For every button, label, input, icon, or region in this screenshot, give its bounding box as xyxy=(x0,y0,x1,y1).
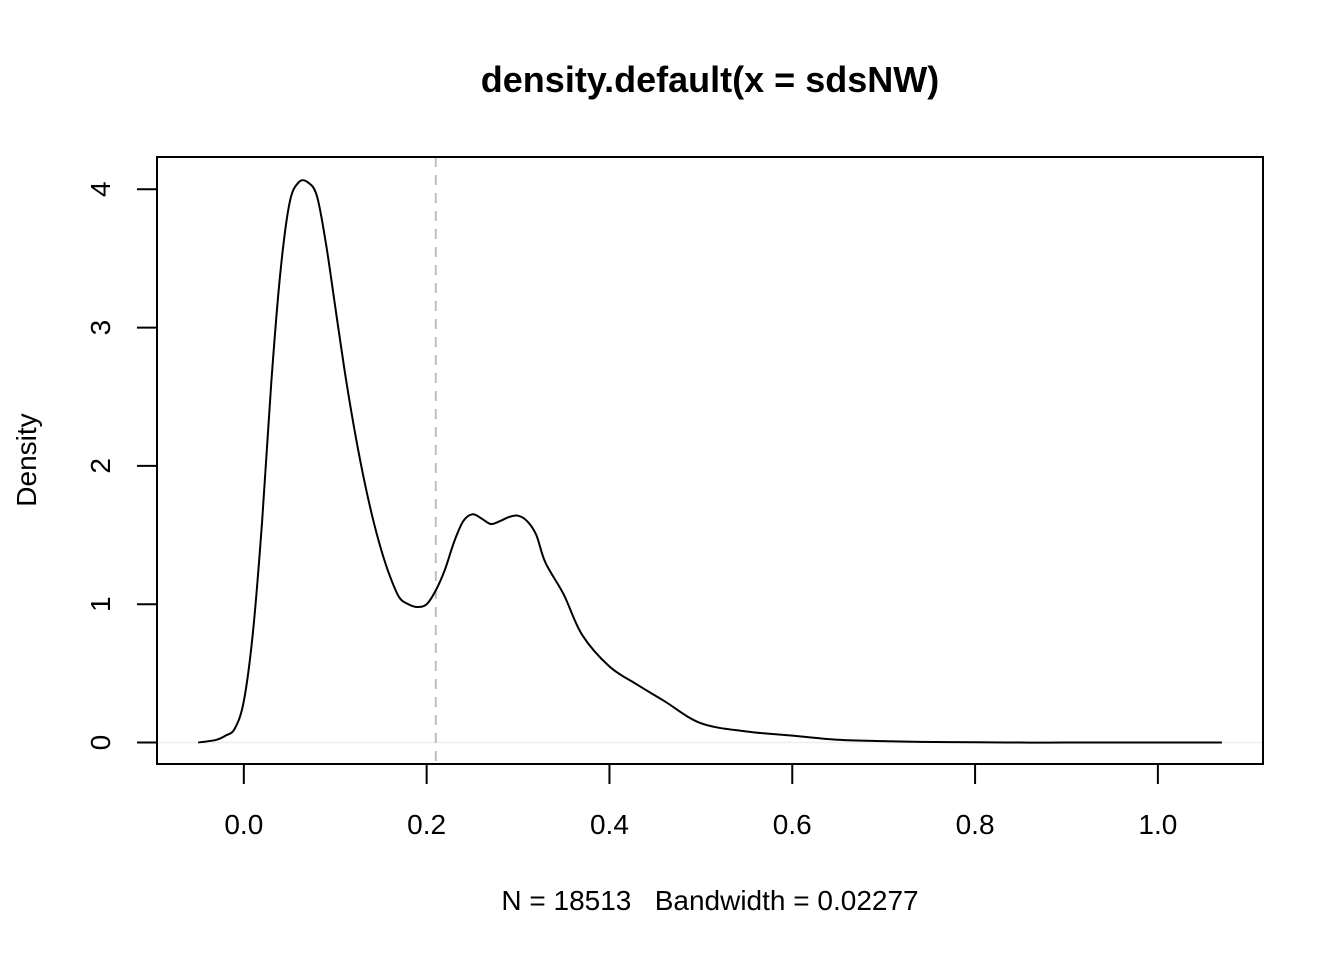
y-tick-label: 2 xyxy=(85,458,116,474)
y-tick-label: 0 xyxy=(85,735,116,751)
y-tick-label: 1 xyxy=(85,596,116,612)
x-tick-label: 0.4 xyxy=(590,809,629,840)
plot-area xyxy=(156,156,1264,765)
x-tick-label: 0.0 xyxy=(224,809,263,840)
plot-frame xyxy=(156,156,1264,765)
x-tick-label: 0.8 xyxy=(956,809,995,840)
y-axis: 0 1 2 3 4 xyxy=(85,181,158,751)
x-axis-label: N = 18513 Bandwidth = 0.02277 xyxy=(501,885,918,916)
density-curve xyxy=(197,179,1222,744)
y-axis-label: Density xyxy=(11,413,42,506)
y-tick-label: 4 xyxy=(85,181,116,197)
x-tick-label: 0.2 xyxy=(407,809,446,840)
x-tick-label: 1.0 xyxy=(1138,809,1177,840)
chart-title: density.default(x = sdsNW) xyxy=(481,59,939,100)
x-axis: 0.0 0.2 0.4 0.6 0.8 1.0 xyxy=(224,763,1177,840)
y-tick-label: 3 xyxy=(85,320,116,336)
x-tick-label: 0.6 xyxy=(773,809,812,840)
